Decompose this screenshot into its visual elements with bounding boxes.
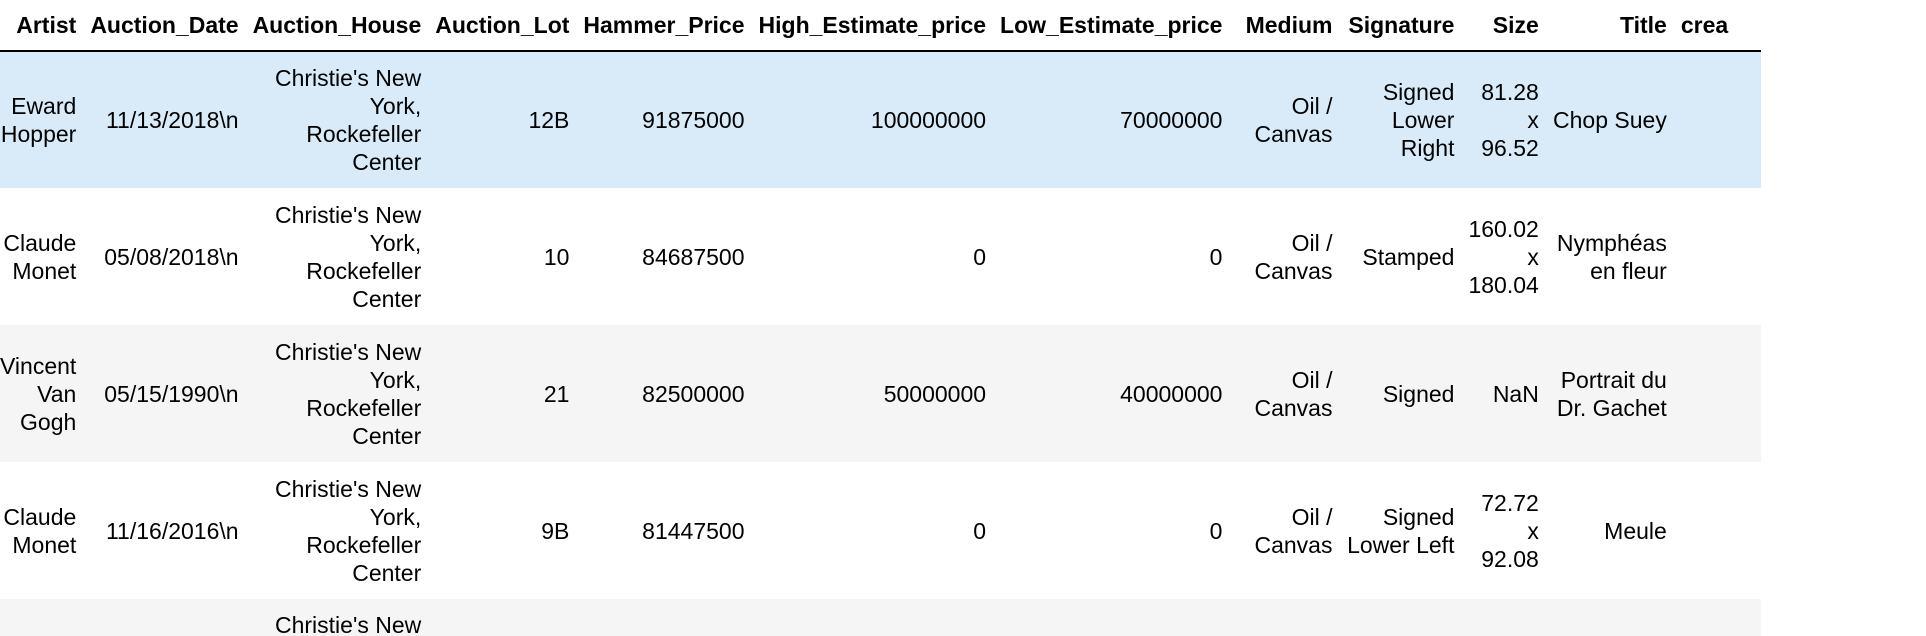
table-row[interactable]: Vincent Van Gogh 05/15/1990\n Christie's… (0, 325, 1761, 462)
cell-auction-house: Christie's New York, Rockefeller Center (274, 65, 422, 175)
cell-hammer-price: 82500000 (642, 380, 745, 407)
cell-medium (1236, 599, 1346, 636)
column-header-crea: crea (1680, 0, 1761, 52)
cell-auction-date: 05/08/2018\n (104, 243, 239, 270)
cell-crea (1681, 462, 1761, 599)
cell-size: 81.28 x 96.52 (1468, 51, 1552, 188)
cell-high-estimate (759, 599, 1001, 636)
size-separator: x (1527, 107, 1539, 133)
cell-auction-house: Christie's New York, Rockefeller Center (274, 338, 422, 449)
cell-signature: Signed Lower Left (1347, 503, 1455, 558)
cell-high-estimate: 50000000 (883, 380, 987, 407)
cell-title: Meule (1604, 517, 1667, 544)
cell-low-estimate: 0 (1209, 517, 1223, 544)
table-row[interactable]: Eward Hopper 11/13/2018\n Christie's New… (0, 51, 1761, 188)
dataframe-table: Artist Auction_Date Auction_House Auctio… (0, 0, 1761, 636)
cell-low-estimate (1000, 599, 1236, 636)
cell-size: 160.02 x 180.04 (1468, 188, 1552, 325)
cell-high-estimate: 0 (973, 517, 987, 544)
cell-title: Laboureur (1553, 599, 1681, 636)
cell-auction-date: 05/15/1990\n (104, 380, 239, 407)
cell-signature: Stamped (1362, 243, 1455, 270)
cell-low-estimate: 0 (1209, 243, 1223, 270)
cell-low-estimate: 40000000 (1120, 380, 1223, 407)
cell-auction-house: Christie's New York, Rockefeller Center (274, 475, 422, 586)
cell-title: Portrait du Dr. Gachet (1556, 366, 1667, 421)
cell-size: 72.72 x 92.08 (1468, 462, 1552, 599)
cell-auction-lot: 10 (543, 243, 570, 270)
cell-high-estimate: 0 (973, 243, 987, 270)
cell-auction-date: 11/13/2018\n (105, 107, 239, 133)
cell-artist: Vincent (0, 599, 90, 636)
cell-artist: Claude Monet (3, 503, 77, 558)
cell-crea (1681, 599, 1761, 636)
cell-crea (1681, 325, 1761, 462)
cell-artist: Claude Monet (3, 229, 77, 284)
column-header-medium: Medium (1236, 0, 1347, 52)
size-width: 81.28 (1481, 79, 1539, 105)
column-header-auction-date: Auction_Date (90, 0, 253, 52)
size-width: 160.02 (1468, 215, 1539, 242)
column-header-artist: Artist (0, 0, 91, 52)
cell-signature (1346, 599, 1468, 636)
column-header-low-estimate: Low_Estimate_price (1000, 0, 1237, 52)
cell-high-estimate: 100000000 (870, 107, 987, 133)
column-header-auction-house: Auction_House (252, 0, 436, 52)
cell-artist: Vincent Van Gogh (0, 352, 77, 435)
cell-hammer-price: 84687500 (642, 243, 745, 270)
cell-low-estimate: 70000000 (1120, 107, 1223, 133)
cell-auction-house: Christie's New York, Rockefeller Center (274, 201, 422, 312)
cell-title: Nymphéas en fleur (1556, 229, 1667, 284)
cell-auction-lot: 21 (543, 380, 570, 407)
column-header-high-estimate: High_Estimate_price (758, 0, 1001, 52)
cell-medium: Oil / Canvas (1254, 93, 1333, 147)
size-width: 72.72 (1481, 489, 1539, 516)
size-separator: x (1527, 243, 1539, 270)
table-row[interactable]: Vincent Christie's New Laboureur (0, 599, 1761, 636)
cell-signature: Signed Lower Right (1382, 79, 1455, 161)
table-row[interactable]: Claude Monet 05/08/2018\n Christie's New… (0, 188, 1761, 325)
column-header-signature: Signature (1346, 0, 1469, 52)
size-separator: x (1527, 517, 1539, 544)
cell-crea (1681, 188, 1761, 325)
cell-size (1468, 599, 1552, 636)
cell-artist: Eward Hopper (0, 93, 77, 147)
cell-auction-lot: 12B (528, 107, 570, 133)
cell-auction-date: 11/16/2016\n (105, 517, 239, 544)
column-header-title: Title (1552, 0, 1681, 52)
column-header-size: Size (1468, 0, 1553, 52)
column-header-auction-lot: Auction_Lot (435, 0, 584, 52)
cell-title: Chop Suey (1553, 107, 1667, 133)
size-height: 96.52 (1481, 135, 1539, 161)
cell-medium: Oil / Canvas (1254, 503, 1333, 558)
size-value: NaN (1492, 380, 1539, 407)
cell-hammer-price (583, 599, 758, 636)
header-row: Artist Auction_Date Auction_House Auctio… (0, 0, 1761, 52)
size-height: 92.08 (1481, 545, 1539, 572)
cell-auction-house: Christie's New (274, 612, 422, 636)
cell-signature: Signed (1382, 380, 1455, 407)
cell-auction-lot (435, 599, 583, 636)
cell-size: NaN (1468, 325, 1552, 462)
cell-medium: Oil / Canvas (1254, 229, 1333, 284)
cell-auction-lot: 9B (541, 517, 570, 544)
cell-crea (1681, 51, 1761, 188)
table-row[interactable]: Claude Monet 11/16/2016\n Christie's New… (0, 462, 1761, 599)
cell-auction-date (90, 599, 252, 636)
cell-hammer-price: 91875000 (642, 107, 745, 133)
size-height: 180.04 (1468, 271, 1539, 298)
column-header-hammer-price: Hammer_Price (583, 0, 759, 52)
cell-medium: Oil / Canvas (1254, 366, 1333, 421)
cell-hammer-price: 81447500 (642, 517, 745, 544)
